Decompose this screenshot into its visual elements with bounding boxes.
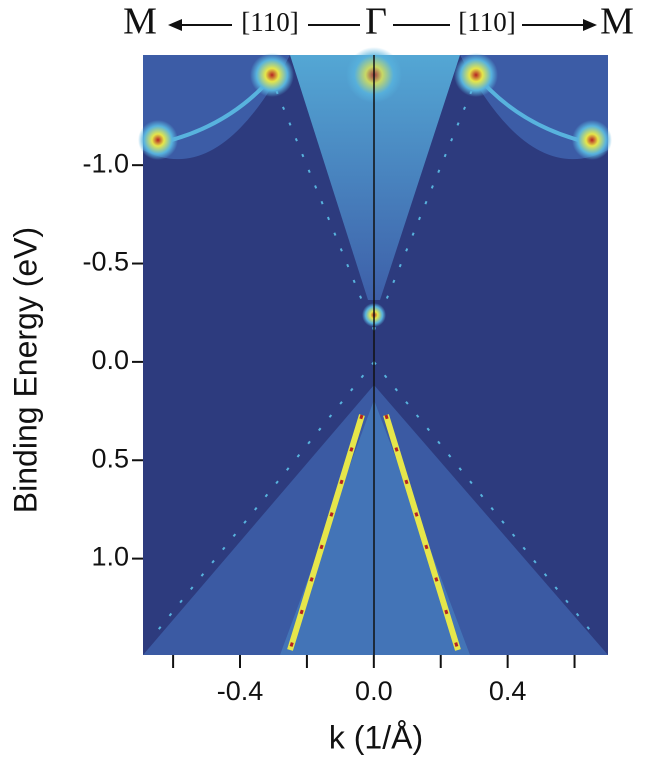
hot-spot bbox=[250, 53, 294, 97]
y-tick-label: -0.5 bbox=[82, 247, 129, 277]
x-tick-label: -0.4 bbox=[217, 676, 264, 706]
y-tick-label: 1.0 bbox=[91, 542, 129, 572]
top-arrows bbox=[168, 19, 597, 31]
y-tick-label: 0.0 bbox=[91, 345, 129, 375]
x-tick-label: 0.0 bbox=[355, 676, 393, 706]
hot-spot bbox=[572, 120, 612, 160]
top-label: [110] bbox=[241, 7, 298, 37]
band-region bbox=[280, 400, 470, 655]
band-region bbox=[290, 55, 460, 300]
y-axis-label: Binding Energy (eV) bbox=[7, 227, 43, 513]
top-label: M bbox=[123, 1, 157, 43]
hot-spot bbox=[138, 120, 178, 160]
x-tick-label: 0.4 bbox=[489, 676, 527, 706]
top-label: [110] bbox=[458, 7, 515, 37]
hot-spot bbox=[454, 53, 498, 97]
x-axis-label: k (1/Å) bbox=[329, 719, 423, 755]
intensity-map bbox=[138, 47, 612, 655]
top-label: M bbox=[600, 1, 634, 43]
top-label: Γ bbox=[365, 1, 387, 43]
y-tick-label: 0.5 bbox=[91, 443, 129, 473]
band bbox=[288, 414, 460, 651]
y-tick-label: -1.0 bbox=[82, 148, 129, 178]
